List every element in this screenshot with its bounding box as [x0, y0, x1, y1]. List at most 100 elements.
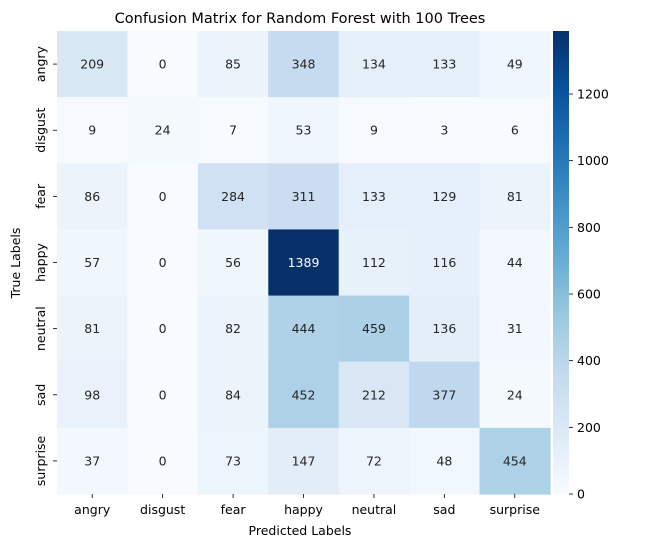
heatmap-cell-labels: 209 0 85 348 134 133 49 9 24 7 53 9 3 6 86 0 284 311 133 12… — [80, 57, 526, 469]
cell-value-label: 44 — [507, 255, 523, 270]
x-axis-ticks: angry disgust fear happy neutral sad surprise — [74, 494, 540, 517]
y-tick-label: happy — [33, 242, 48, 281]
cell-value-label: 348 — [292, 57, 316, 72]
heatmap-cell — [338, 31, 410, 98]
y-tick-label: surprise — [33, 435, 48, 486]
cell-value-label: 48 — [436, 453, 452, 468]
cell-value-label: 112 — [362, 255, 386, 270]
heatmap-cell — [338, 427, 410, 495]
cell-value-label: 24 — [507, 387, 523, 402]
colorbar-ticks: 0 200 400 600 800 1000 1200 — [569, 87, 609, 502]
cell-value-label: 81 — [507, 189, 523, 204]
heatmap-cell — [409, 229, 481, 297]
heatmap-cells — [57, 31, 551, 495]
cell-value-label: 57 — [84, 255, 100, 270]
colorbar-tick-label: 400 — [577, 353, 601, 368]
cell-value-label: 0 — [159, 57, 167, 72]
cell-value-label: 98 — [84, 387, 100, 402]
y-axis-label: True Labels — [8, 228, 23, 300]
heatmap-cell — [197, 295, 269, 363]
heatmap-cell — [268, 427, 340, 495]
heatmap-cell — [57, 163, 129, 231]
cell-value-label: 81 — [84, 321, 100, 336]
cell-value-label: 37 — [84, 453, 100, 468]
cell-value-label: 116 — [432, 255, 456, 270]
heatmap-cell — [268, 295, 340, 363]
cell-value-label: 147 — [292, 453, 316, 468]
cell-value-label: 377 — [432, 387, 456, 402]
heatmap-cell — [57, 31, 129, 98]
cell-value-label: 72 — [366, 453, 382, 468]
colorbar-tick-label: 1200 — [577, 87, 609, 102]
y-tick-label: fear — [33, 183, 48, 209]
colorbar-tick-label: 1000 — [577, 153, 609, 168]
cell-value-label: 284 — [221, 189, 245, 204]
x-tick-label: disgust — [140, 502, 185, 517]
y-tick-label: sad — [33, 384, 48, 406]
heatmap-cell — [197, 361, 269, 429]
cell-value-label: 444 — [292, 321, 316, 336]
x-tick-label: sad — [433, 502, 455, 517]
y-tick-label: neutral — [33, 306, 48, 351]
heatmap-cell — [268, 229, 340, 297]
cell-value-label: 86 — [84, 189, 100, 204]
cell-value-label: 49 — [507, 57, 523, 72]
cell-value-label: 209 — [80, 57, 104, 72]
heatmap-cell — [268, 361, 340, 429]
heatmap-cell — [409, 97, 481, 164]
cell-value-label: 84 — [225, 387, 241, 402]
cell-value-label: 311 — [292, 189, 316, 204]
heatmap-cell — [338, 229, 410, 297]
cell-value-label: 82 — [225, 321, 241, 336]
cell-value-label: 7 — [229, 123, 237, 138]
x-tick-label: happy — [284, 502, 323, 517]
heatmap-cell — [127, 361, 199, 429]
cell-value-label: 85 — [225, 57, 241, 72]
heatmap-cell — [57, 361, 129, 429]
cell-value-label: 133 — [362, 189, 386, 204]
heatmap-cell — [409, 295, 481, 363]
cell-value-label: 53 — [296, 123, 312, 138]
cell-value-label: 212 — [362, 387, 386, 402]
cell-value-label: 1389 — [288, 255, 320, 270]
heatmap-cell — [479, 427, 551, 495]
heatmap-cell — [57, 295, 129, 363]
cell-value-label: 24 — [155, 123, 171, 138]
cell-value-label: 6 — [511, 123, 519, 138]
colorbar-tick-label: 0 — [577, 487, 585, 502]
heatmap-cell — [338, 295, 410, 363]
heatmap-cell — [57, 97, 129, 164]
heatmap-cell — [197, 31, 269, 98]
cell-value-label: 459 — [362, 321, 386, 336]
heatmap-cell — [197, 427, 269, 495]
x-tick-label: fear — [221, 502, 247, 517]
cell-value-label: 133 — [432, 57, 456, 72]
chart-title: Confusion Matrix for Random Forest with … — [115, 11, 486, 27]
heatmap-cell — [127, 427, 199, 495]
cell-value-label: 0 — [159, 321, 167, 336]
cell-value-label: 452 — [292, 387, 316, 402]
y-tick-label: disgust — [33, 108, 48, 153]
heatmap-cell — [197, 229, 269, 297]
heatmap-cell — [127, 97, 199, 164]
heatmap-cell — [127, 295, 199, 363]
x-axis-label: Predicted Labels — [249, 523, 352, 538]
heatmap-cell — [197, 97, 269, 164]
colorbar-tick-label: 600 — [577, 287, 601, 302]
cell-value-label: 0 — [159, 189, 167, 204]
heatmap-cell — [338, 97, 410, 164]
heatmap-cell — [409, 163, 481, 231]
cell-value-label: 56 — [225, 255, 241, 270]
heatmap-cell — [479, 229, 551, 297]
heatmap-cell — [479, 97, 551, 164]
cell-value-label: 0 — [159, 255, 167, 270]
heatmap-cell — [197, 163, 269, 231]
heatmap-cell — [409, 31, 481, 98]
heatmap-cell — [127, 163, 199, 231]
cell-value-label: 31 — [507, 321, 523, 336]
cell-value-label: 454 — [503, 453, 527, 468]
cell-value-label: 134 — [362, 57, 386, 72]
cell-value-label: 3 — [440, 123, 448, 138]
cell-value-label: 0 — [159, 387, 167, 402]
